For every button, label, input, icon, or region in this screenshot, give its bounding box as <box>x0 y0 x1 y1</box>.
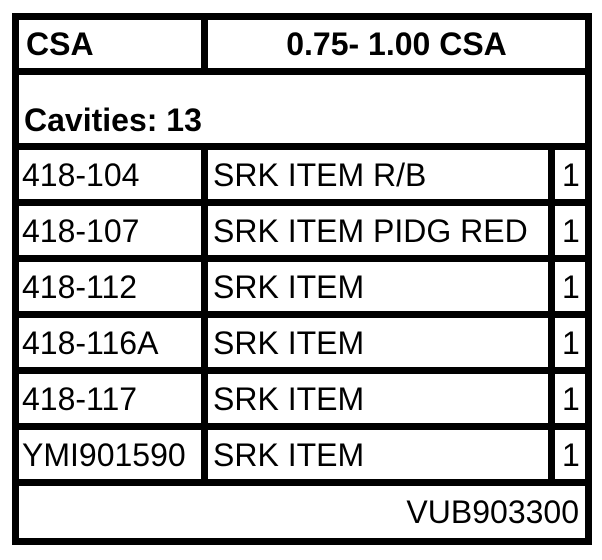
divider <box>12 311 592 318</box>
description: SRK ITEM <box>213 324 365 361</box>
part-number: 418-112 <box>22 268 138 305</box>
footer-code: VUB903300 <box>406 494 579 530</box>
quantity: 1 <box>562 324 580 361</box>
table-border <box>12 13 592 545</box>
divider <box>548 143 555 486</box>
quantity: 1 <box>562 380 580 417</box>
part-number: 418-116A <box>22 324 159 361</box>
divider <box>12 367 592 374</box>
divider <box>12 199 592 206</box>
divider <box>12 423 592 430</box>
divider <box>201 143 208 486</box>
header-left: CSA <box>26 26 94 62</box>
divider <box>12 479 592 486</box>
divider <box>12 143 592 150</box>
quantity: 1 <box>562 156 580 193</box>
part-number: 418-117 <box>22 380 138 417</box>
divider <box>201 13 208 75</box>
cavities-label: Cavities: 13 <box>24 102 202 138</box>
description: SRK ITEM R/B <box>213 156 427 193</box>
quantity: 1 <box>562 212 580 249</box>
description: SRK ITEM <box>213 380 365 417</box>
part-number: 418-107 <box>22 212 140 249</box>
part-number: 418-104 <box>22 156 140 193</box>
header-right: 0.75- 1.00 CSA <box>286 26 507 62</box>
description: SRK ITEM <box>213 436 365 473</box>
quantity: 1 <box>562 268 580 305</box>
description: SRK ITEM <box>213 268 365 305</box>
divider <box>12 255 592 262</box>
divider <box>12 68 592 75</box>
quantity: 1 <box>562 436 580 473</box>
part-number: YMI901590 <box>22 436 186 473</box>
description: SRK ITEM PIDG RED <box>213 212 528 249</box>
